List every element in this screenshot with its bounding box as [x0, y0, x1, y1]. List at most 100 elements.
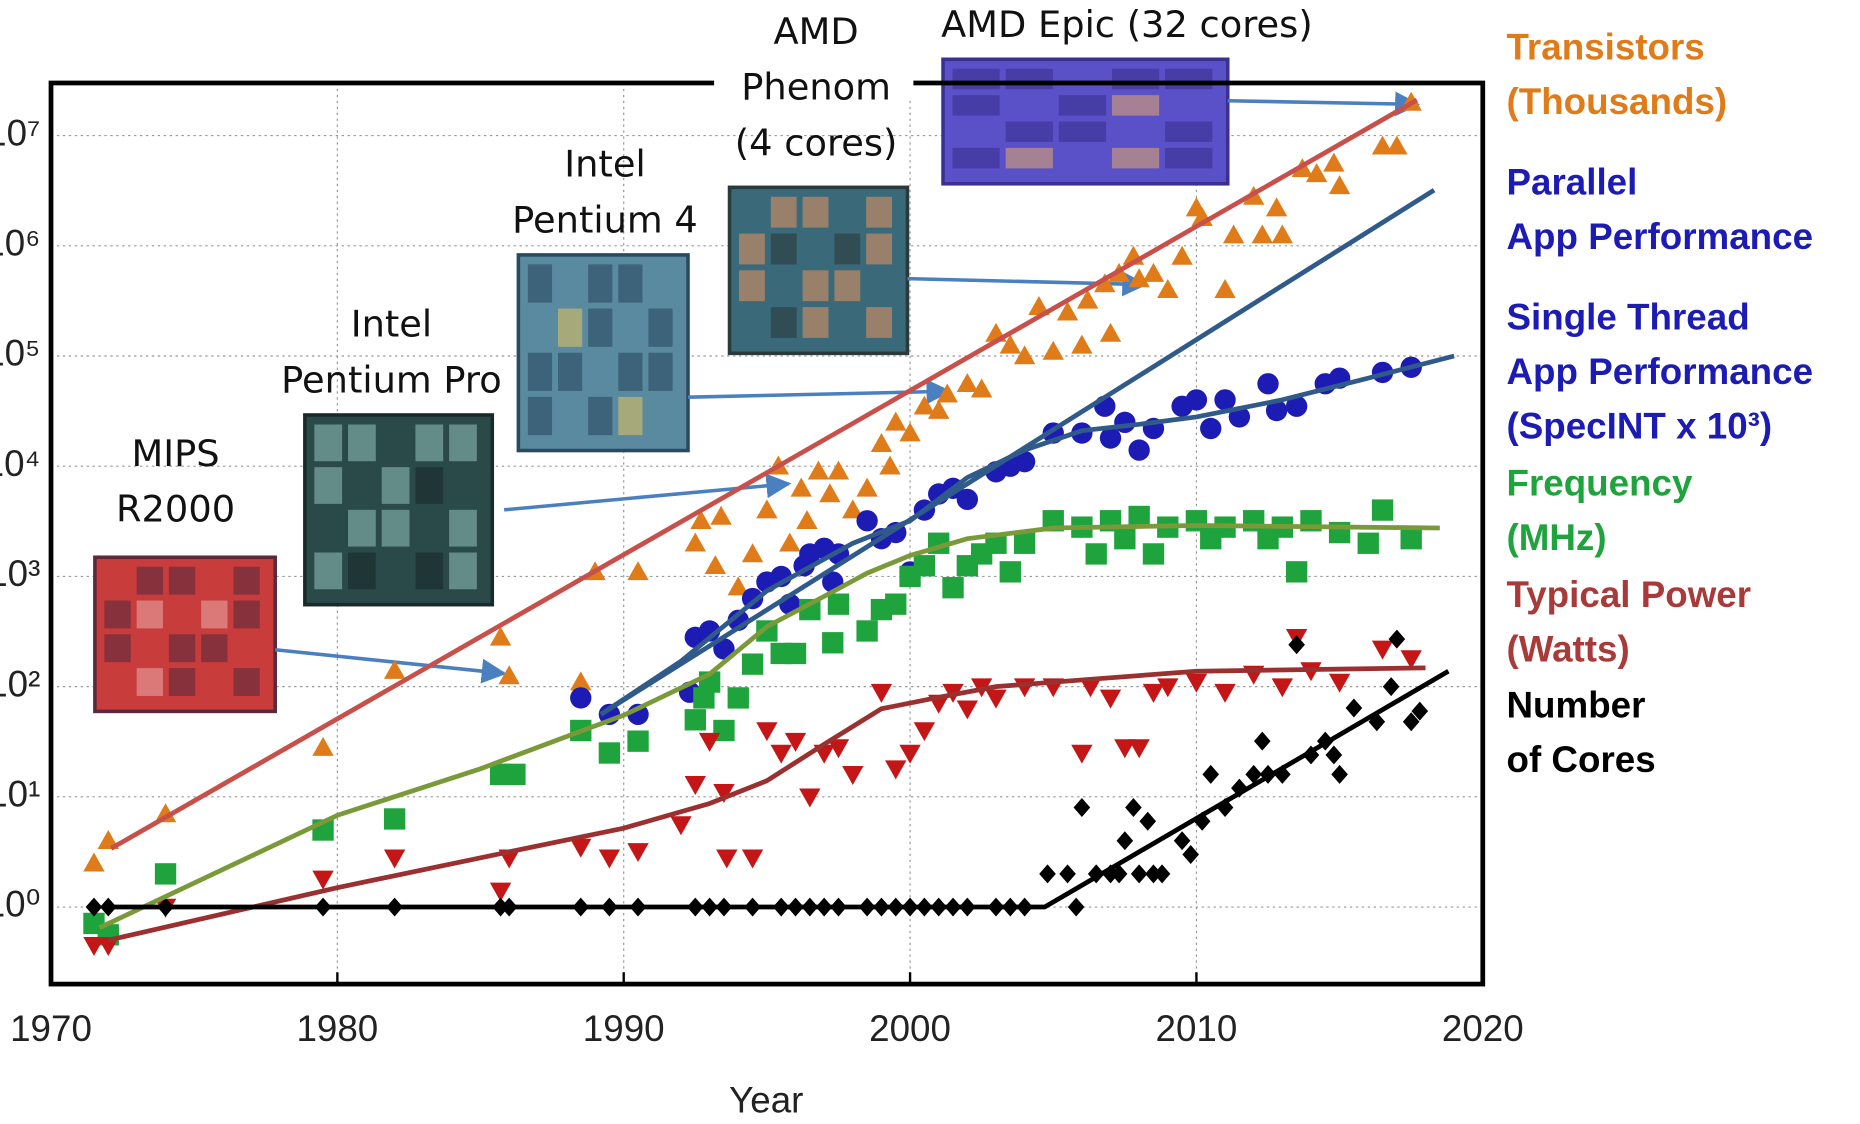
point [856, 510, 877, 531]
chip-detail [348, 553, 376, 590]
chip-detail [104, 601, 130, 629]
x-tick-label: 1990 [583, 1008, 665, 1049]
point [1272, 678, 1293, 697]
point [1186, 674, 1207, 693]
x-tick-label: 2010 [1156, 1008, 1238, 1049]
point [1323, 153, 1344, 172]
chip-detail [1165, 122, 1212, 142]
point [1000, 561, 1021, 582]
point [1074, 798, 1091, 817]
point [1186, 389, 1207, 410]
point [1329, 175, 1350, 194]
point [1358, 533, 1379, 554]
point [1372, 641, 1393, 660]
point [384, 849, 405, 868]
point [1171, 246, 1192, 265]
y-tick-label: 10⁷ [0, 112, 40, 153]
point [1286, 561, 1307, 582]
point [791, 478, 812, 497]
chip-detail [1165, 148, 1212, 168]
point [779, 533, 800, 552]
annotation: Intel Pentium Pro [154, 298, 628, 409]
point [155, 863, 176, 884]
point [1252, 224, 1273, 243]
point [1154, 864, 1171, 883]
point [1100, 690, 1121, 709]
point [1329, 674, 1350, 693]
point [1174, 831, 1191, 850]
point [1143, 543, 1164, 564]
arrow [504, 484, 789, 510]
point [828, 461, 849, 480]
point [828, 594, 849, 615]
point [1014, 533, 1035, 554]
point [1086, 543, 1107, 564]
y-tick-label: 10⁰ [0, 884, 40, 925]
legend-entry: Single Thread App Performance (SpecINT x… [1506, 290, 1813, 454]
y-tick-label: 10² [0, 663, 40, 704]
chip-detail [169, 567, 195, 595]
chip-detail [866, 307, 892, 338]
point [1059, 864, 1076, 883]
point [871, 684, 892, 703]
point [756, 722, 777, 741]
point [1139, 812, 1156, 831]
point [670, 816, 691, 835]
point [685, 533, 706, 552]
chip-detail [803, 270, 829, 301]
point [312, 737, 333, 756]
chip-detail [137, 567, 163, 595]
point [756, 499, 777, 518]
series [83, 499, 1422, 945]
point [914, 722, 935, 741]
point [83, 853, 104, 872]
point [716, 849, 737, 868]
point [1200, 418, 1221, 439]
chip-detail [415, 424, 443, 461]
chip-detail [1165, 69, 1212, 89]
point [799, 789, 820, 808]
point [710, 506, 731, 525]
point [742, 653, 763, 674]
point [599, 849, 620, 868]
point [1214, 684, 1235, 703]
point [1202, 765, 1219, 784]
chip-detail [834, 270, 860, 301]
chip-detail [1112, 69, 1159, 89]
point [885, 760, 906, 779]
chip-detail [314, 553, 342, 590]
point [627, 843, 648, 862]
legend-entry: Frequency (MHz) [1506, 456, 1692, 565]
point [1272, 224, 1293, 243]
point [785, 643, 806, 664]
point [570, 687, 591, 708]
point [1131, 864, 1148, 883]
point [1257, 373, 1278, 394]
point [914, 555, 935, 576]
point [1043, 341, 1064, 360]
point [1068, 898, 1085, 917]
point [822, 632, 843, 653]
point [705, 555, 726, 574]
point [856, 620, 877, 641]
arrow [1228, 101, 1418, 105]
point [879, 456, 900, 475]
point [885, 412, 906, 431]
point [796, 510, 817, 529]
annotation: MIPS R2000 [0, 427, 413, 538]
chip-detail [771, 307, 797, 338]
x-tick-label: 2020 [1442, 1008, 1524, 1049]
point [1100, 323, 1121, 342]
point [1326, 745, 1343, 764]
chip-detail [739, 270, 765, 301]
point [1331, 765, 1348, 784]
chip-detail [415, 553, 443, 590]
point [627, 731, 648, 752]
point [1039, 864, 1056, 883]
x-tick-label: 1970 [10, 1008, 92, 1049]
point [1128, 506, 1149, 527]
point [1266, 197, 1287, 216]
point [771, 745, 792, 764]
page: Year 10⁰10¹10²10³10⁴10⁵10⁶10⁷19701980199… [0, 0, 1860, 1124]
chip-detail [201, 601, 227, 629]
